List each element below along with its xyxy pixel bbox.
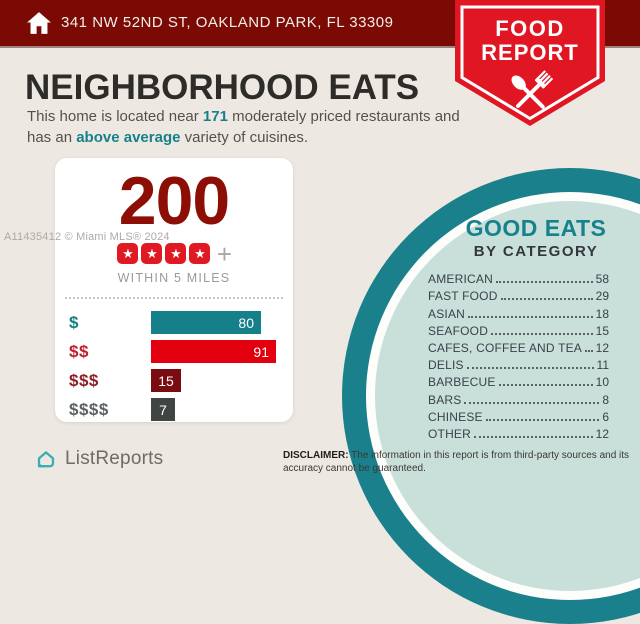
listreports-house-icon: [37, 451, 55, 468]
category-row: SEAFOOD 15: [428, 321, 609, 338]
disclaimer-label: DISCLAIMER:: [283, 450, 349, 461]
dotted-leader: [474, 435, 593, 438]
star-icon: ★: [189, 243, 211, 264]
intro-highlight: above average: [76, 128, 181, 146]
badge-line2: REPORT: [481, 40, 579, 65]
intro-mid: moderately priced restaurants and has an: [27, 108, 460, 146]
category-row: CHINESE 6: [428, 407, 609, 424]
property-address: 341 NW 52ND ST, OAKLAND PARK, FL 33309: [61, 14, 394, 31]
price-bar-chart: $ 80 $$ 91 $$$ 15 $$$$ 7: [69, 311, 293, 421]
star-tiles: ★ ★ ★ ★: [116, 243, 212, 264]
price-bar-value: 91: [253, 343, 269, 360]
dotted-leader: [468, 315, 593, 318]
good-eats-subtitle: BY CATEGORY: [473, 243, 599, 260]
plus-sign: +: [216, 238, 233, 269]
category-label: BARS: [428, 392, 462, 407]
category-row: CAFES, COFFEE AND TEA 12: [428, 338, 609, 355]
price-bar: 15: [151, 369, 181, 392]
dotted-leader: [500, 298, 593, 301]
category-row: FAST FOOD 29: [428, 286, 609, 303]
category-value: 6: [602, 409, 609, 424]
intro-text: This home is located near 171 moderately…: [27, 107, 465, 148]
score-value: 200: [118, 163, 230, 239]
price-level-label: $$$$: [69, 399, 109, 419]
category-label: SEAFOOD: [428, 323, 489, 338]
category-row: DELIS 11: [428, 355, 609, 372]
price-bar-value: 80: [238, 314, 254, 331]
category-value: 12: [595, 426, 609, 441]
category-value: 8: [602, 392, 609, 407]
category-label: AMERICAN: [428, 272, 493, 287]
category-row: BARBECUE 10: [428, 372, 609, 389]
price-bar: 7: [151, 398, 175, 421]
category-value: 58: [595, 272, 609, 287]
intro-post: variety of cuisines.: [180, 128, 309, 146]
dotted-leader: [498, 384, 593, 387]
category-label: CHINESE: [428, 409, 483, 424]
listreports-logo: ListReports: [34, 447, 163, 471]
category-label: ASIAN: [428, 306, 466, 321]
radius-label: WITHIN 5 MILES: [117, 271, 231, 285]
category-label: OTHER: [428, 426, 471, 441]
star-icon: ★: [141, 243, 163, 264]
category-label: FAST FOOD: [428, 289, 498, 304]
dotted-divider: [65, 297, 283, 299]
crossed-spoon-fork-icon: [511, 70, 554, 109]
page-title: NEIGHBORHOOD EATS: [25, 68, 420, 107]
price-bar-value: 15: [158, 372, 174, 389]
price-level-label: $: [69, 312, 79, 332]
price-bar-row: $ 80: [69, 311, 293, 334]
mls-watermark: A11435412 © Miami MLS® 2024: [4, 231, 170, 243]
food-report-badge: FOOD REPORT: [455, 0, 605, 126]
price-bar: 80: [151, 311, 261, 334]
price-bar: 91: [151, 340, 276, 363]
badge-line1: FOOD: [495, 16, 565, 41]
dotted-leader: [585, 349, 593, 352]
dotted-leader: [485, 418, 600, 421]
dotted-leader: [464, 401, 600, 404]
price-bar-row: $$$$ 7: [69, 398, 293, 421]
category-row: ASIAN 18: [428, 303, 609, 321]
dotted-leader: [495, 281, 593, 284]
category-value: 29: [595, 289, 609, 304]
listreports-wordmark: ListReports: [65, 448, 164, 469]
category-value: 11: [596, 358, 609, 373]
star-icon: ★: [117, 243, 139, 264]
category-row: AMERICAN 58: [428, 269, 609, 286]
category-value: 12: [595, 340, 609, 355]
category-label: BARBECUE: [428, 375, 496, 390]
good-eats-title: GOOD EATS: [465, 215, 607, 241]
price-bar-value: 7: [159, 401, 167, 418]
category-row: BARS 8: [428, 389, 609, 407]
category-label: CAFES, COFFEE AND TEA: [428, 340, 583, 355]
category-list: AMERICAN 58 FAST FOOD 29 ASIAN 18 SEAFOOD 15…: [428, 269, 609, 441]
category-value: 10: [595, 375, 609, 390]
star-icon: ★: [165, 243, 187, 264]
dotted-leader: [466, 367, 594, 370]
category-value: 18: [595, 306, 609, 321]
category-label: DELIS: [428, 358, 464, 373]
price-level-label: $$$: [69, 370, 99, 390]
price-bar-row: $$ 91: [69, 340, 293, 363]
category-row: OTHER 12: [428, 424, 609, 441]
disclaimer-text: The information in this report is from t…: [283, 450, 630, 475]
price-level-label: $$: [69, 341, 89, 361]
home-icon: [27, 12, 51, 34]
dotted-leader: [491, 332, 593, 335]
score-card: 200 ★ ★ ★ ★ + WITHIN 5 MILES $ 80 $$ 91 $$$…: [55, 158, 293, 422]
star-rating: ★ ★ ★ ★ +: [55, 238, 293, 269]
price-bar-row: $$$ 15: [69, 369, 293, 392]
restaurant-count: 171: [202, 108, 228, 125]
category-value: 15: [595, 323, 609, 338]
disclaimer: DISCLAIMER: The information in this repo…: [283, 449, 635, 475]
intro-pre: This home is located near: [27, 108, 203, 125]
